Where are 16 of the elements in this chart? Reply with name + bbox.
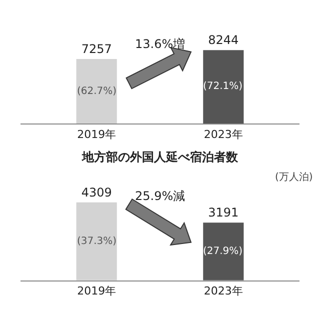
chart-title: 地方部の外国人延べ宿泊者数: [81, 150, 239, 164]
x-tick-label: 2023年: [204, 128, 243, 141]
text: (万人泊): [275, 171, 313, 183]
x-tick-label: 2019年: [77, 128, 116, 141]
annotation: 13.6%増: [135, 37, 186, 51]
x-tick-label: 2023年: [204, 284, 243, 298]
x-tick-label: 2019年: [77, 284, 116, 298]
data-label: 3191: [208, 206, 239, 220]
data-label: 8244: [208, 33, 239, 48]
annotation: (62.7%): [77, 86, 117, 97]
annotation: (27.9%): [203, 246, 243, 257]
annotation: 25.9%減: [135, 189, 186, 203]
data-label: 7257: [81, 42, 112, 56]
annotation: (37.3%): [77, 236, 117, 247]
data-label: 4309: [81, 185, 112, 200]
annotation: (72.1%): [203, 81, 243, 92]
